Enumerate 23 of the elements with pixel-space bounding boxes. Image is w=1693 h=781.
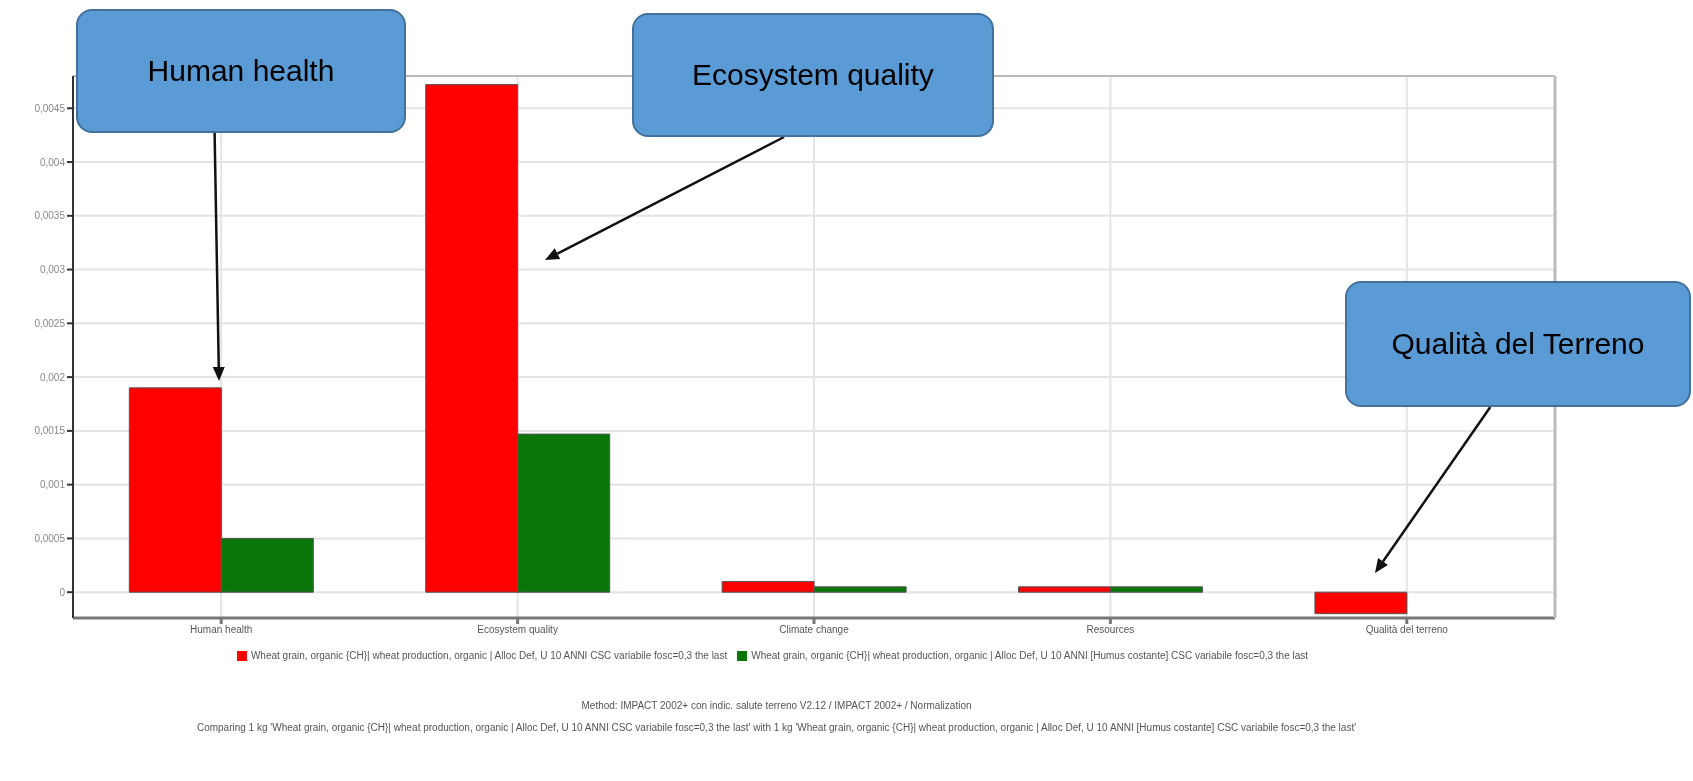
y-tick-label: 0,0015 [34,425,66,437]
x-tick-label: Human health [190,624,253,636]
callout-box: Qualità del Terreno [1345,281,1691,407]
x-tick-label: Qualità del terreno [1365,624,1449,636]
y-tick-label: 0,0035 [34,210,66,222]
text: Method: IMPACT 2002+ con indic. salute terreno V2.12 / IMPACT 2002+ / Normalization [580,700,973,711]
y-tick-label: 0,003 [39,264,66,276]
y-tick-label: 0,002 [39,371,66,383]
y-tick-label: 0 [59,586,66,598]
y-tick-label: 0,0045 [34,102,66,114]
x-tick-label: Ecosystem quality [477,624,558,636]
y-tick-label: 0,001 [39,479,66,491]
x-tick-label: Climate change [779,624,850,636]
callout-box: Human health [76,9,406,133]
y-tick-label: 0,004 [39,156,66,168]
y-tick-label: 0,0025 [34,317,66,329]
callout-box: Ecosystem quality [632,13,994,137]
legend-label: Wheat grain, organic {CH}| wheat production, organic | Alloc Def, U 10 ANNI CSC variabile fosc=0,3 the last [250,650,728,661]
text: Comparing 1 kg 'Wheat grain, organic {CH}| wheat production, organic | Alloc Def, U 10 ANNI CSC variabile fosc=0,3 the last' with 1 kg 'Wheat grain, organic {CH}| wheat production, organic | Alloc Def, U 10 ANNI [Humus costante] CSC variabile fosc=0,3 the last' [195,722,1358,733]
bar [1314,591,1408,615]
x-tick-label: Resources [1086,624,1135,636]
y-tick-label: 0,0005 [34,532,66,544]
legend-label: Wheat grain, organic {CH}| wheat production, organic | Alloc Def, U 10 ANNI [Humus costante] CSC variabile fosc=0,3 the last [751,650,1309,661]
